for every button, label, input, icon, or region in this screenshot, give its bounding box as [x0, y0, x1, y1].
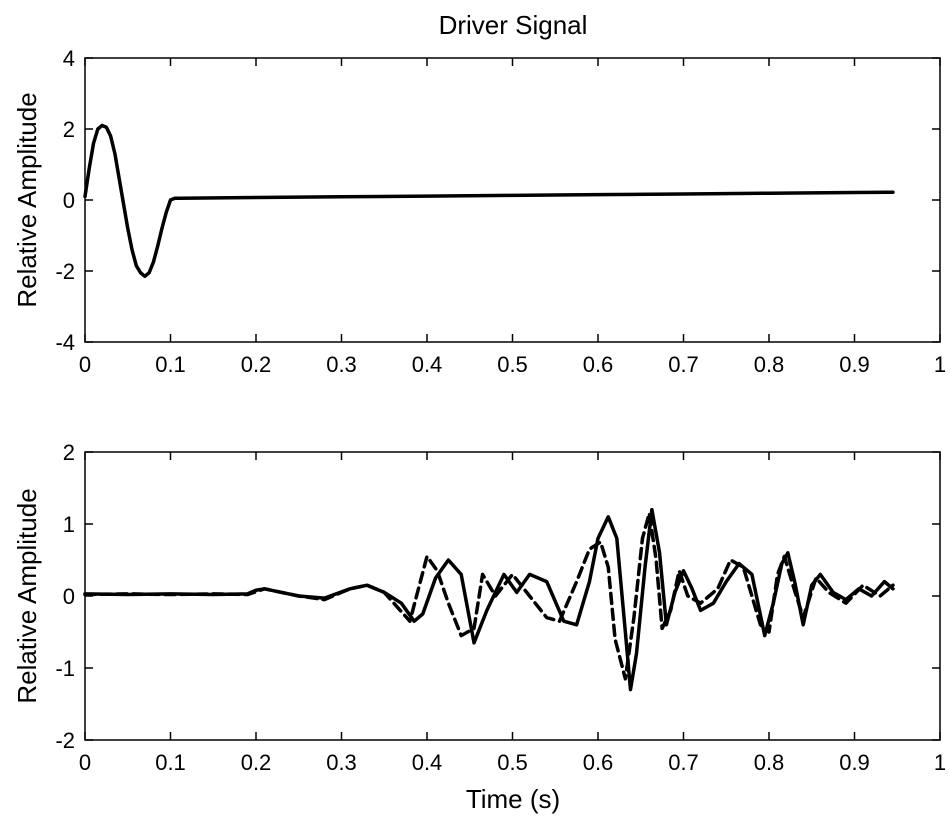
x-tick-label: 0.3 — [326, 750, 357, 775]
driver-signal-panel: Driver Signal 0 0.1 0.2 0.3 0.4 0.5 0.6 0.7 0.8 0… — [12, 10, 946, 377]
series-line-dashed — [83, 511, 895, 681]
x-tick-label: 0.7 — [668, 750, 699, 775]
y-tick-label: 2 — [63, 440, 75, 465]
chart-title: Driver Signal — [439, 10, 588, 40]
x-tick-label: 0.5 — [497, 750, 528, 775]
y-tick-label: 1 — [63, 512, 75, 537]
x-tick-label: 0.1 — [155, 750, 186, 775]
y-tick-label: 0 — [63, 584, 75, 609]
series-layer — [83, 123, 895, 279]
series-line-solid — [83, 507, 895, 692]
y-tick-label: 0 — [63, 188, 75, 213]
x-tick-label: 1 — [934, 750, 946, 775]
x-tick-label: 0 — [79, 750, 91, 775]
x-tick-label: 0 — [79, 352, 91, 377]
axis-tick-labels: 0 0.1 0.2 0.3 0.4 0.5 0.6 0.7 0.8 0.9 1 -4 -2 0 2 4 — [55, 46, 946, 377]
y-tick-label: 2 — [63, 117, 75, 142]
x-tick-label: 0.9 — [839, 352, 870, 377]
x-tick-label: 0.4 — [412, 750, 443, 775]
y-tick-label: -1 — [55, 656, 75, 681]
plot-area-frame — [84, 57, 941, 343]
x-tick-label: 0.6 — [583, 750, 614, 775]
x-tick-label: 0.3 — [326, 352, 357, 377]
x-tick-label: 0.9 — [839, 750, 870, 775]
x-tick-label: 0.6 — [583, 352, 614, 377]
series-layer — [83, 507, 895, 692]
x-tick-label: 0.8 — [754, 352, 785, 377]
y-tick-label: -2 — [55, 259, 75, 284]
y-tick-label: -4 — [55, 330, 75, 355]
x-tick-label: 0.4 — [412, 352, 443, 377]
x-tick-label: 0.1 — [155, 352, 186, 377]
axis-tick-labels: 0 0.1 0.2 0.3 0.4 0.5 0.6 0.7 0.8 0.9 1 -2 -1 0 1 2 — [55, 440, 946, 775]
x-tick-label: 0.7 — [668, 352, 699, 377]
x-tick-label: 0.5 — [497, 352, 528, 377]
x-tick-label: 0.2 — [241, 750, 272, 775]
x-axis-label: Time (s) — [466, 784, 560, 814]
y-tick-label: 4 — [63, 46, 75, 71]
y-axis-label: Relative Amplitude — [12, 92, 42, 307]
series-line-solid — [83, 123, 895, 279]
x-tick-label: 0.8 — [754, 750, 785, 775]
response-signal-panel: 0 0.1 0.2 0.3 0.4 0.5 0.6 0.7 0.8 0.9 1 -2 -1 0 1 2 Rel… — [12, 440, 946, 814]
x-tick-label: 1 — [934, 352, 946, 377]
x-tick-label: 0.2 — [241, 352, 272, 377]
axis-ticks — [84, 57, 941, 343]
y-tick-label: -2 — [55, 728, 75, 753]
y-axis-label: Relative Amplitude — [12, 488, 42, 703]
